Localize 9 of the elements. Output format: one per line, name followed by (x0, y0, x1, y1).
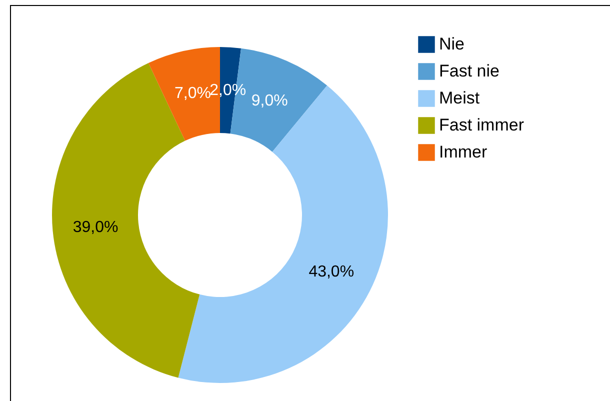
data-label: 39,0% (72, 218, 118, 236)
data-label: 9,0% (251, 92, 288, 110)
data-label: 7,0% (174, 85, 211, 102)
legend-label: Nie (439, 34, 465, 54)
legend-label: Meist (439, 88, 480, 108)
legend-label: Fast immer (439, 116, 524, 134)
legend-label: Fast nie (439, 62, 500, 80)
legend-label: Immer (439, 142, 488, 162)
data-label: 43,0% (308, 264, 354, 281)
